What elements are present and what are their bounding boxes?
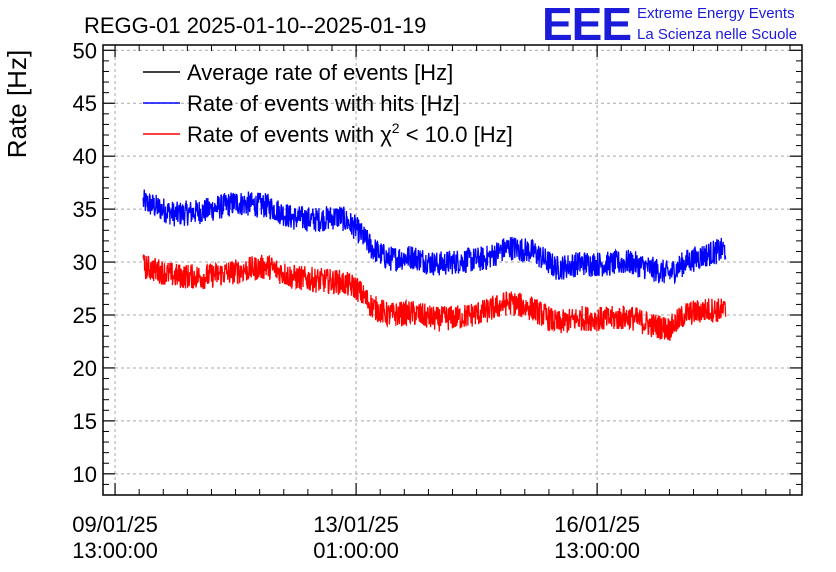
eee-logo-line1: Extreme Energy Events: [637, 5, 795, 22]
series-line-1: [142, 189, 727, 285]
legend-chi2-exponent: 2: [392, 120, 400, 136]
y-tick-label: 25: [73, 303, 97, 328]
x-ticks: 09/01/2513:00:0013/01/2501:00:0016/01/25…: [72, 45, 791, 563]
legend: Average rate of events [Hz] Rate of even…: [143, 60, 513, 147]
legend-label-avg: Average rate of events [Hz]: [187, 60, 453, 85]
x-tick-label-date: 13/01/25: [313, 512, 399, 537]
legend-label-hits: Rate of events with hits [Hz]: [187, 91, 460, 116]
x-tick-label-time: 01:00:00: [313, 538, 399, 563]
y-tick-label: 40: [73, 144, 97, 169]
y-tick-label: 15: [73, 409, 97, 434]
x-tick-label-time: 13:00:00: [554, 538, 640, 563]
y-tick-label: 20: [73, 356, 97, 381]
series-line-2: [142, 254, 727, 341]
x-tick-label-date: 09/01/25: [72, 512, 158, 537]
series-layer: [142, 189, 727, 341]
legend-chi2-suffix: < 10.0 [Hz]: [400, 122, 513, 147]
chart-title: REGG-01 2025-01-10--2025-01-19: [84, 13, 426, 38]
y-tick-label: 50: [73, 38, 97, 63]
y-axis-label: Rate [Hz]: [2, 50, 32, 158]
y-tick-label: 10: [73, 462, 97, 487]
eee-logo-line2: La Scienza nelle Scuole: [637, 26, 797, 43]
x-tick-label-time: 13:00:00: [72, 538, 158, 563]
y-tick-label: 35: [73, 197, 97, 222]
legend-label-chi2: Rate of events with χ2 < 10.0 [Hz]: [187, 120, 513, 147]
legend-chi2-symbol: χ: [380, 122, 392, 147]
y-tick-label: 45: [73, 91, 97, 116]
eee-logo-text: EEE: [542, 0, 631, 50]
y-tick-label: 30: [73, 250, 97, 275]
eee-logo: EEE Extreme Energy Events La Scienza nel…: [542, 0, 797, 50]
y-ticks: 10 15 20 25 30 35 40 45 50: [73, 38, 802, 496]
legend-chi2-prefix: Rate of events with: [187, 122, 380, 147]
x-tick-label-date: 16/01/25: [554, 512, 640, 537]
